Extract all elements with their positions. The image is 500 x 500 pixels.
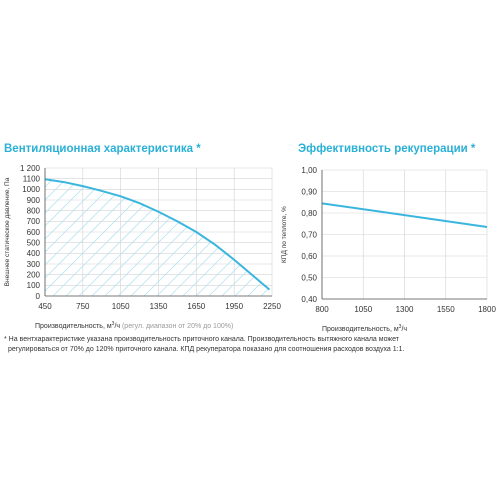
chart-2-title: Эффективность рекуперации *	[298, 143, 476, 155]
hatch-line	[274, 168, 402, 296]
x-axis-label-text: Производительность, м	[322, 326, 399, 333]
x-tick-label: 450	[38, 302, 52, 311]
hatch-line	[352, 168, 480, 296]
x-axis-label-sup: 3	[112, 321, 115, 327]
series-line	[44, 178, 271, 291]
footnote: * На вентхарактеристике указана производ…	[4, 335, 496, 355]
footnote-line-1: * На вентхарактеристике указана производ…	[4, 336, 399, 343]
chart-1-title: Вентиляционная характеристика *	[4, 143, 201, 155]
x-tick-label: 1300	[396, 305, 414, 314]
hatch-line	[378, 168, 500, 296]
y-tick-label: 900	[27, 196, 41, 205]
y-tick-label: 1 200	[20, 164, 41, 173]
y-axis-label: Внешнее статическое давление, Па	[4, 177, 11, 286]
hatch-line	[313, 168, 441, 296]
hatch-line	[365, 168, 493, 296]
y-tick-label: 1100	[23, 174, 41, 183]
y-tick-label: 0,70	[301, 230, 317, 239]
y-tick-label: 200	[27, 270, 41, 279]
x-axis-label-note: (регул. диапазон от 20% до 100%)	[120, 323, 233, 330]
hatch-line	[404, 168, 500, 296]
hatch-line	[339, 168, 467, 296]
y-tick-label: 1000	[22, 185, 40, 194]
y-tick-label: 300	[27, 260, 41, 269]
x-axis-label-sup: 3	[399, 324, 402, 330]
x-tick-label: 1050	[354, 305, 372, 314]
y-tick-label: 600	[27, 228, 41, 237]
x-tick-label: 1350	[150, 302, 168, 311]
y-tick-label: 0,90	[301, 187, 317, 196]
y-tick-label: 700	[27, 217, 41, 226]
hatch-line	[45, 179, 104, 296]
x-axis-label-unit: /ч	[114, 323, 120, 330]
series-line	[321, 202, 488, 228]
x-axis-label: Производительность, м3/ч (регул. диапазо…	[35, 321, 233, 330]
x-axis-label: Производительность, м3/ч	[322, 324, 407, 333]
hatch-line	[443, 168, 500, 296]
y-tick-label: 500	[27, 238, 41, 247]
y-tick-label: 1,00	[301, 166, 317, 175]
y-tick-label: 0,50	[301, 273, 317, 282]
x-tick-label: 1950	[225, 302, 243, 311]
y-tick-label: 400	[27, 249, 41, 258]
y-tick-label: 0,40	[301, 295, 317, 304]
y-tick-label: 0	[36, 292, 41, 301]
x-tick-label: 1650	[187, 302, 205, 311]
x-tick-label: 2250	[263, 302, 281, 311]
hatch-line	[45, 179, 91, 296]
hatch-line	[208, 179, 270, 296]
y-tick-label: 100	[27, 281, 41, 290]
hatch-line	[326, 168, 454, 296]
x-axis-label-unit: /ч	[401, 326, 407, 333]
hatch-line	[417, 168, 500, 296]
y-tick-label: 0,80	[301, 209, 317, 218]
chart-2-plot: 0,40 0,50 0,60 0,70 0,80 0,90 1,00 800 1050 1300 1…	[281, 166, 496, 333]
hatch-line	[221, 179, 270, 296]
hatch-line	[45, 179, 78, 296]
x-tick-label: 750	[76, 302, 90, 311]
y-tick-label: 0,60	[301, 252, 317, 261]
x-tick-label: 800	[315, 305, 329, 314]
x-tick-label: 1050	[112, 302, 130, 311]
y-tick-label: 800	[27, 206, 41, 215]
x-axis-label-text: Производительность, м	[35, 323, 112, 330]
x-tick-label: 1550	[437, 305, 455, 314]
footnote-line-2: регулироваться от 70% до 120% приточного…	[8, 346, 405, 353]
hatch-line	[430, 168, 500, 296]
x-tick-label: 1800	[478, 305, 496, 314]
hatch-line	[300, 168, 428, 296]
y-axis-label: КПД по теплоте, %	[281, 206, 288, 263]
